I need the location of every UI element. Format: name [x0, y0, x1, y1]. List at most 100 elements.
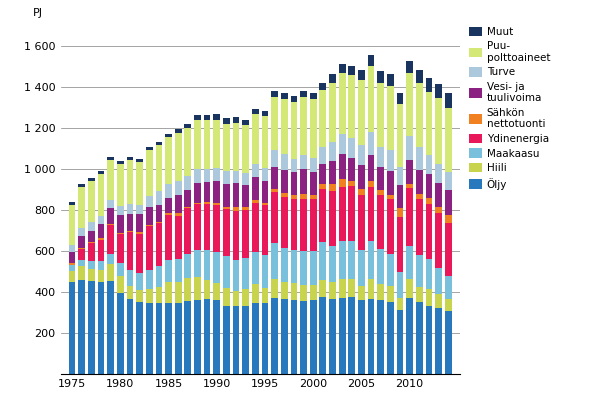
Bar — [387, 74, 394, 86]
Bar — [368, 132, 374, 156]
Bar — [155, 287, 162, 304]
Legend: Muut, Puu-
polttoaineet, Turve, Vesi- ja
tuulivoima, Sähkön
nettotuonti, Ydinene: Muut, Puu- polttoaineet, Turve, Vesi- ja… — [469, 27, 550, 190]
Bar — [348, 186, 355, 241]
Bar — [252, 304, 259, 374]
Bar — [78, 184, 85, 187]
Bar — [69, 205, 76, 245]
Bar — [204, 169, 211, 182]
Bar — [233, 171, 240, 183]
Bar — [194, 203, 201, 204]
Bar — [416, 255, 423, 287]
Bar — [165, 215, 172, 260]
Bar — [204, 300, 211, 374]
Bar — [175, 133, 182, 181]
Bar — [435, 213, 442, 267]
Bar — [117, 164, 123, 206]
Bar — [117, 263, 123, 276]
Bar — [185, 191, 191, 207]
Bar — [300, 169, 307, 194]
Bar — [223, 207, 230, 209]
Bar — [290, 158, 297, 172]
Bar — [223, 209, 230, 256]
Bar — [185, 124, 191, 128]
Bar — [358, 189, 365, 195]
Bar — [252, 203, 259, 252]
Bar — [233, 211, 240, 260]
Bar — [348, 75, 355, 138]
Bar — [214, 283, 220, 300]
Bar — [175, 213, 182, 216]
Bar — [281, 197, 287, 248]
Bar — [407, 184, 413, 188]
Bar — [339, 187, 345, 241]
Bar — [378, 284, 384, 300]
Bar — [416, 193, 423, 199]
Bar — [319, 164, 326, 184]
Bar — [445, 223, 451, 276]
Bar — [97, 240, 105, 261]
Bar — [358, 250, 365, 286]
Bar — [165, 260, 172, 282]
Bar — [214, 203, 220, 205]
Bar — [117, 293, 123, 374]
Bar — [368, 156, 374, 181]
Bar — [329, 74, 336, 82]
Bar — [233, 117, 240, 123]
Bar — [290, 96, 297, 102]
Bar — [88, 181, 95, 222]
Bar — [117, 233, 123, 234]
Bar — [425, 204, 433, 259]
Bar — [261, 116, 269, 168]
Bar — [204, 250, 211, 280]
Bar — [425, 305, 433, 374]
Bar — [107, 265, 114, 281]
Bar — [97, 270, 105, 282]
Bar — [78, 260, 85, 267]
Bar — [358, 300, 365, 374]
Bar — [310, 158, 316, 172]
Bar — [425, 78, 433, 92]
Bar — [329, 142, 336, 161]
Bar — [397, 185, 404, 208]
Bar — [348, 241, 355, 279]
Bar — [88, 269, 95, 281]
Bar — [88, 281, 95, 374]
Bar — [339, 298, 345, 374]
Bar — [416, 147, 423, 170]
Bar — [416, 70, 423, 82]
Bar — [223, 288, 230, 305]
Bar — [435, 267, 442, 294]
Bar — [281, 154, 287, 170]
Bar — [155, 191, 162, 205]
Bar — [185, 302, 191, 374]
Bar — [146, 304, 152, 374]
Bar — [136, 158, 143, 162]
Bar — [78, 248, 85, 249]
Bar — [252, 252, 259, 284]
Bar — [126, 232, 133, 270]
Bar — [243, 258, 249, 289]
Bar — [271, 97, 278, 150]
Bar — [368, 66, 374, 132]
Bar — [136, 162, 143, 205]
Bar — [214, 119, 220, 168]
Bar — [223, 184, 230, 207]
Bar — [252, 200, 259, 203]
Bar — [319, 297, 326, 374]
Bar — [425, 198, 433, 204]
Bar — [397, 208, 404, 217]
Bar — [261, 255, 269, 288]
Bar — [261, 181, 269, 203]
Bar — [252, 109, 259, 114]
Bar — [271, 193, 278, 243]
Bar — [165, 198, 172, 213]
Bar — [368, 279, 374, 300]
Bar — [300, 252, 307, 285]
Bar — [397, 104, 404, 167]
Bar — [319, 184, 326, 189]
Bar — [136, 272, 143, 290]
Bar — [300, 285, 307, 301]
Bar — [397, 298, 404, 310]
Bar — [126, 156, 133, 160]
Bar — [397, 272, 404, 298]
